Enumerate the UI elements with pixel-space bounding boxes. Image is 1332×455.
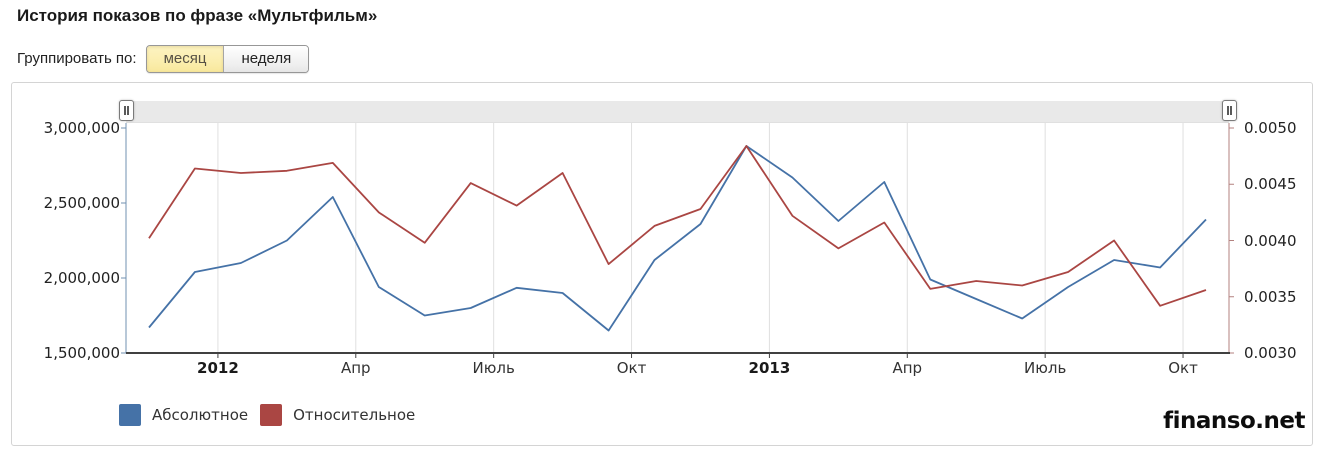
impressions-history-line-chart: [121, 123, 1234, 358]
x-axis-label: Июль: [1024, 359, 1067, 377]
group-by-label: Группировать по:: [17, 50, 137, 67]
legend-swatch-relative[interactable]: [260, 404, 283, 426]
y-axis-label-left: 1,500,000: [43, 344, 120, 362]
group-by-control: месяц неделя: [145, 44, 310, 73]
grip-icon: [1227, 106, 1232, 115]
x-axis-label: 2013: [748, 359, 791, 377]
series-line-relative: [148, 145, 1207, 307]
y-axis-label-left: 3,000,000: [43, 119, 120, 137]
y-axis-label-right: 0.0040: [1244, 231, 1297, 250]
page-title: История показов по фразе «Мультфильм»: [17, 6, 378, 25]
legend-swatch-absolute[interactable]: [119, 404, 141, 426]
group-by-month-button[interactable]: месяц: [146, 45, 224, 72]
range-slider-handle-left[interactable]: [119, 100, 134, 121]
chart-legend: Абсолютное Относительное: [119, 404, 427, 426]
grip-icon: [124, 106, 129, 115]
x-axis-label: Апр: [892, 359, 923, 377]
y-axis-label-right: 0.0035: [1244, 287, 1297, 306]
watermark: finanso.net: [1163, 408, 1305, 434]
range-slider-handle-right[interactable]: [1222, 100, 1237, 121]
y-axis-label-right: 0.0050: [1244, 119, 1297, 137]
y-axis-label-left: 2,000,000: [43, 269, 120, 287]
group-by-row: Группировать по: месяц неделя: [17, 44, 310, 73]
legend-label-absolute[interactable]: Абсолютное: [152, 406, 249, 424]
x-axis-label: Окт: [616, 359, 647, 377]
x-axis-label: Июль: [472, 359, 515, 377]
y-axis-label-right: 0.0045: [1244, 175, 1297, 194]
y-axis-label-right: 0.0030: [1244, 344, 1297, 362]
y-axis-label-left: 2,500,000: [43, 194, 120, 212]
x-axis-label: Апр: [340, 359, 371, 377]
chart-card: 2012 Апр Июль Окт 2013 Апр Июль Окт 3,000,000 2,5…: [11, 82, 1313, 446]
legend-label-relative[interactable]: Относительное: [293, 406, 416, 424]
range-slider-track[interactable]: [126, 101, 1229, 123]
series-line-absolute: [148, 145, 1207, 332]
group-by-week-button[interactable]: неделя: [223, 45, 309, 72]
x-axis-label: 2012: [197, 359, 239, 377]
x-axis-label: Окт: [1168, 359, 1198, 377]
